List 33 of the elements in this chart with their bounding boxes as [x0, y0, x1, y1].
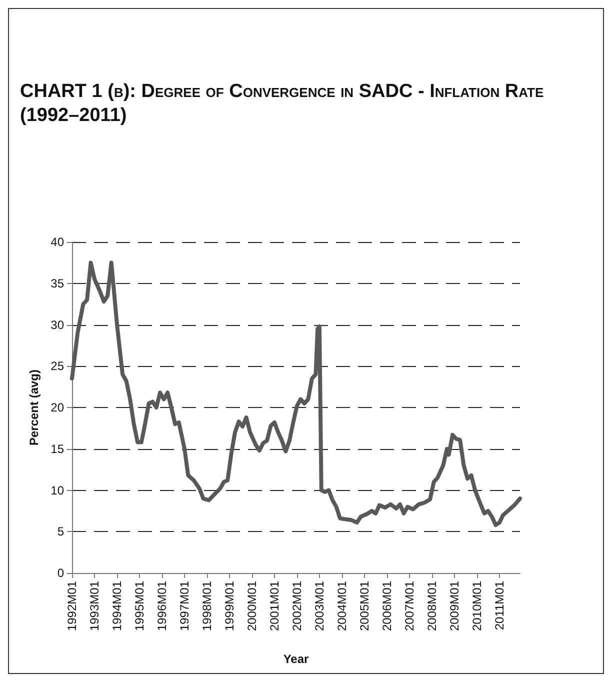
x-tick-label: 1992M01 [65, 580, 79, 632]
x-axis-title: Year [283, 652, 310, 666]
x-tick-label: 2009M01 [447, 580, 462, 632]
y-tick-label: 40 [50, 235, 64, 249]
x-tick-label: 2007M01 [402, 580, 416, 632]
x-tick-label: 1998M01 [200, 580, 214, 632]
x-tick-label: 1996M01 [154, 580, 169, 632]
x-tick-label: 2006M01 [380, 580, 394, 632]
y-tick-label: 0 [57, 566, 64, 580]
y-tick-label: 5 [57, 524, 64, 539]
x-tick-label: 1994M01 [110, 580, 124, 632]
x-tick-label: 1999M01 [222, 580, 236, 632]
x-tick-label: 2008M01 [424, 580, 439, 632]
x-tick-label: 2004M01 [334, 580, 349, 632]
chart-title: CHART 1 (b): Degree of Convergence in SADC - Inflation Rate (1992–2011) [20, 80, 545, 128]
x-tick-label: 1995M01 [132, 580, 146, 632]
x-tick-label: 1993M01 [88, 580, 102, 632]
y-axis-title: Percent (avg) [26, 369, 41, 446]
y-tick-label: 25 [50, 359, 64, 374]
y-tick-label: 10 [50, 483, 64, 498]
x-tick-label: 2010M01 [470, 580, 484, 632]
x-tick-label: 2002M01 [290, 580, 304, 632]
y-tick-label: 30 [50, 318, 64, 332]
y-tick-label: 20 [50, 400, 64, 414]
y-tick-label: 15 [50, 442, 64, 456]
x-tick-label: 1997M01 [178, 580, 192, 632]
x-tick-label: 2001M01 [268, 580, 282, 632]
x-tick-label: 2003M01 [312, 580, 326, 632]
x-tick-label: 2000M01 [244, 580, 259, 632]
line-series [70, 260, 522, 528]
x-tick-label: 2011M01 [492, 580, 506, 630]
x-tick-label: 2005M01 [357, 580, 372, 632]
y-tick-label: 35 [50, 276, 64, 290]
